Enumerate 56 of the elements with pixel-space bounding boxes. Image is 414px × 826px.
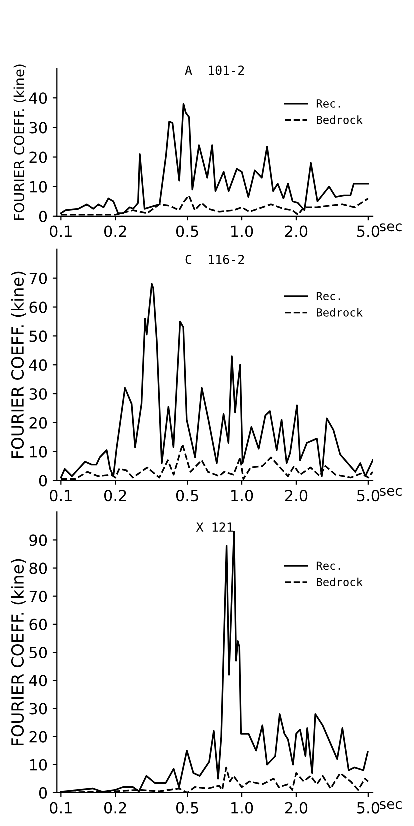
y-axis-title: FOURIER COEFF. (kine): [11, 272, 26, 458]
x-tick-label: 5.0: [357, 226, 380, 238]
x-tick-label: 2.0: [285, 802, 308, 814]
y-tick-label: 60: [30, 302, 48, 314]
x-tick-label: 1.0: [232, 802, 254, 814]
y-tick-label: 10: [30, 181, 48, 193]
y-tick-label: 80: [30, 562, 48, 574]
x-axis-title: sec: [380, 224, 402, 232]
legend-label: Rec.: [316, 292, 340, 300]
y-tick-label: 40: [29, 675, 48, 687]
x-tick-label: 2.0: [285, 226, 308, 238]
y-tick-label: 30: [30, 122, 48, 134]
x-tick-label: 0.2: [104, 490, 126, 502]
y-tick-label: 50: [30, 330, 48, 342]
x-axis-title: sec: [380, 801, 402, 810]
x-tick-label: 0.5: [176, 802, 198, 814]
x-tick-label: 0.2: [104, 802, 126, 814]
chart-title: C 116-2: [186, 254, 244, 264]
y-tick-label: 0: [39, 475, 48, 487]
legend-label: Bedrock: [317, 116, 363, 124]
x-tick-label: 1.0: [232, 226, 254, 238]
y-tick-label: 60: [30, 618, 48, 630]
y-tick-label: 90: [30, 534, 48, 546]
x-tick-label: 0.1: [50, 802, 72, 814]
y-tick-label: 10: [30, 446, 48, 458]
x-tick-label: 0.5: [176, 490, 198, 502]
y-tick-label: 30: [30, 388, 48, 400]
x-axis-title: sec: [380, 488, 402, 496]
y-tick-label: 50: [30, 647, 48, 659]
x-tick-label: 0.5: [176, 226, 198, 238]
y-tick-label: 40: [29, 92, 48, 104]
y-axis-title: FOURIER COEFF. (kine): [11, 559, 26, 746]
y-tick-label: 20: [30, 152, 48, 164]
legend-label: Bedrock: [317, 308, 363, 317]
y-tick-label: 0: [39, 787, 48, 799]
y-tick-label: 70: [30, 272, 48, 284]
y-tick-label: 20: [30, 731, 48, 743]
x-tick-label: 5.0: [357, 490, 380, 502]
x-tick-label: 0.1: [50, 490, 72, 502]
legend-label: Bedrock: [317, 578, 363, 586]
y-tick-label: 10: [30, 759, 48, 771]
y-tick-label: 0: [39, 210, 48, 222]
x-tick-label: 5.0: [357, 802, 380, 814]
chart-title: A 101-2: [185, 66, 244, 76]
legend-label: Rec.: [316, 100, 340, 108]
y-tick-label: 20: [30, 417, 48, 429]
x-tick-label: 0.2: [104, 226, 126, 238]
y-tick-label: 30: [30, 703, 48, 715]
y-axis-title: FOURIER COEFF. (kine): [14, 64, 26, 220]
legend-label: Rec.: [316, 562, 340, 570]
y-tick-label: 70: [30, 590, 48, 602]
y-tick-label: 40: [29, 360, 48, 372]
x-tick-label: 2.0: [285, 490, 308, 502]
x-tick-label: 1.0: [232, 490, 254, 502]
text: X 121: [196, 522, 234, 532]
x-tick-label: 0.1: [50, 226, 72, 238]
